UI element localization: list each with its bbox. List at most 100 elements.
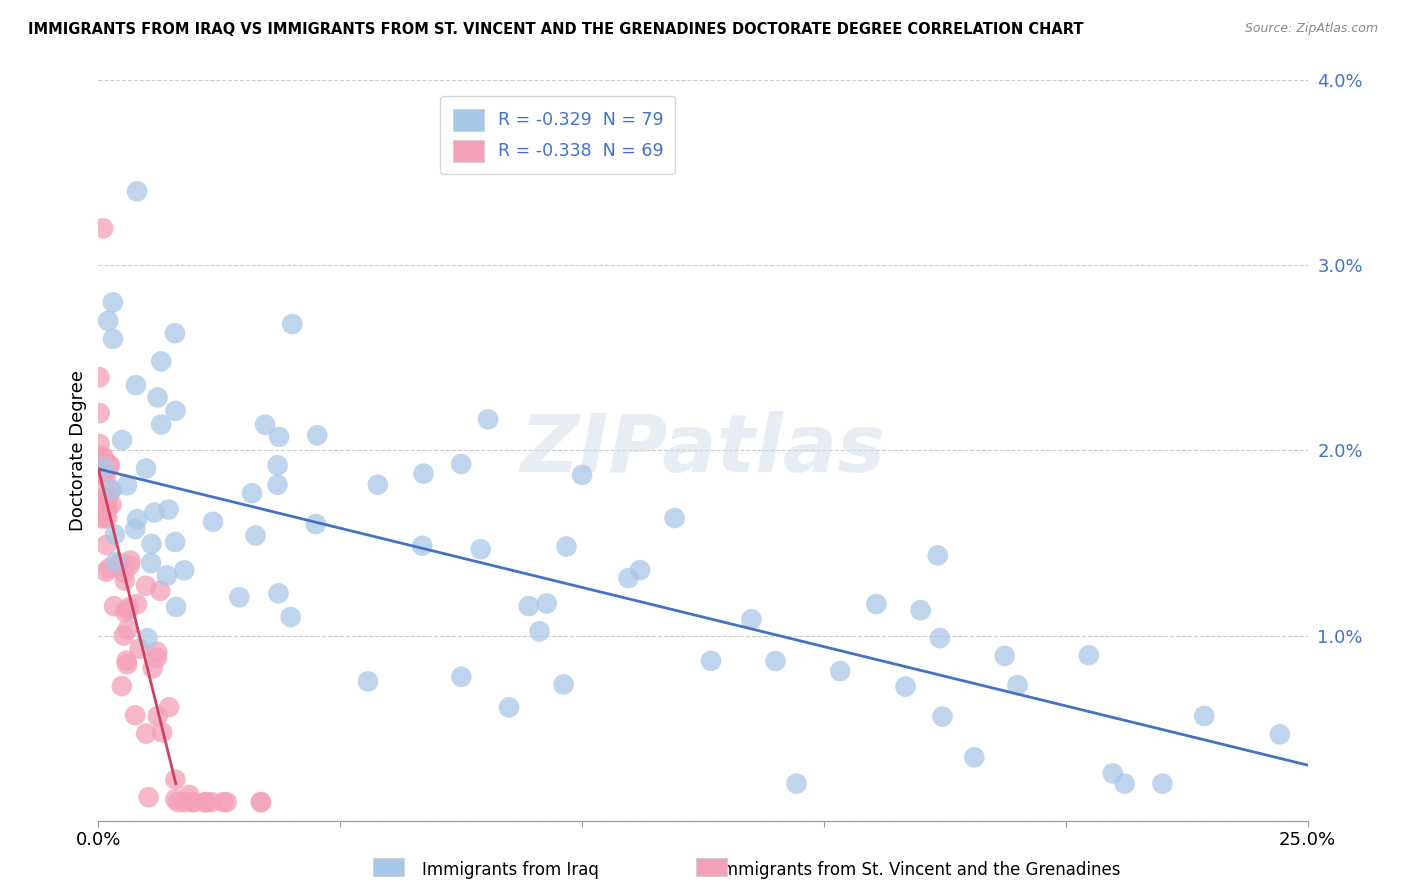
Point: [1152, 776, 1174, 791]
Point: [111, 679, 134, 693]
Y-axis label: Doctorate Degree: Doctorate Degree: [69, 370, 87, 531]
Point: [477, 412, 499, 426]
Point: [117, 603, 139, 617]
Point: [194, 795, 217, 809]
Point: [267, 430, 290, 444]
Point: [112, 566, 135, 580]
Point: [89, 370, 111, 384]
Point: [89, 495, 111, 509]
Point: [571, 467, 593, 482]
Point: [93, 483, 115, 497]
Point: [143, 506, 166, 520]
Point: [173, 563, 195, 577]
Point: [101, 295, 124, 310]
Point: [1114, 776, 1136, 791]
Point: [93, 450, 115, 465]
Point: [517, 599, 540, 613]
Point: [181, 795, 204, 809]
Point: [96, 496, 118, 510]
Point: [146, 709, 169, 723]
Point: [450, 670, 472, 684]
Point: [212, 795, 235, 809]
Point: [150, 354, 173, 368]
Point: [894, 680, 917, 694]
Point: [1101, 766, 1123, 780]
Point: [617, 571, 640, 585]
Point: [127, 512, 149, 526]
Point: [98, 458, 121, 472]
Point: [1077, 648, 1099, 663]
Point: [124, 708, 146, 723]
Point: [94, 498, 117, 512]
Point: [103, 599, 125, 614]
Point: [830, 664, 852, 678]
Point: [142, 661, 165, 675]
Legend: R = -0.329  N = 79, R = -0.338  N = 69: R = -0.329 N = 79, R = -0.338 N = 69: [440, 96, 675, 174]
Point: [112, 629, 135, 643]
Point: [307, 428, 329, 442]
Point: [96, 501, 118, 516]
Point: [664, 511, 686, 525]
Point: [200, 795, 222, 809]
Point: [240, 486, 263, 500]
Point: [118, 558, 141, 573]
Point: [910, 603, 932, 617]
Point: [117, 623, 139, 637]
Point: [146, 645, 169, 659]
Point: [785, 776, 807, 791]
Point: [498, 700, 520, 714]
Point: [700, 654, 723, 668]
Point: [163, 326, 186, 341]
Point: [125, 597, 148, 611]
Point: [281, 317, 304, 331]
Point: [118, 600, 141, 615]
Point: [91, 510, 114, 524]
Point: [91, 500, 114, 515]
Point: [96, 489, 118, 503]
Point: [96, 538, 118, 552]
Point: [165, 772, 187, 787]
Point: [357, 674, 380, 689]
Point: [529, 624, 551, 639]
Point: [100, 497, 122, 511]
Point: [165, 404, 187, 418]
Point: [174, 795, 197, 809]
Point: [97, 488, 120, 502]
Point: [250, 795, 273, 809]
Point: [1268, 727, 1291, 741]
Point: [167, 795, 190, 809]
Point: [97, 314, 120, 328]
Text: Immigrants from St. Vincent and the Grenadines: Immigrants from St. Vincent and the Gren…: [717, 861, 1121, 879]
Point: [146, 391, 169, 405]
Point: [96, 511, 118, 525]
Point: [115, 478, 138, 492]
Point: [96, 565, 118, 579]
Point: [267, 586, 290, 600]
Point: [108, 557, 131, 571]
Point: [411, 539, 433, 553]
Point: [157, 502, 180, 516]
Point: [104, 527, 127, 541]
Point: [89, 448, 111, 462]
Point: [156, 568, 179, 582]
Point: [98, 458, 121, 473]
Point: [215, 795, 238, 809]
Point: [367, 477, 389, 491]
Point: [179, 788, 201, 802]
Point: [146, 650, 169, 665]
Point: [165, 535, 187, 549]
Point: [165, 792, 187, 806]
Point: [536, 596, 558, 610]
Point: [114, 574, 136, 588]
Point: [93, 459, 115, 474]
Point: [111, 433, 134, 447]
Point: [114, 605, 136, 619]
Point: [931, 709, 953, 723]
Point: [104, 555, 127, 569]
Point: [91, 451, 114, 466]
Point: [254, 417, 277, 432]
Point: [555, 540, 578, 554]
Point: [124, 522, 146, 536]
Point: [141, 537, 163, 551]
Point: [928, 631, 950, 645]
